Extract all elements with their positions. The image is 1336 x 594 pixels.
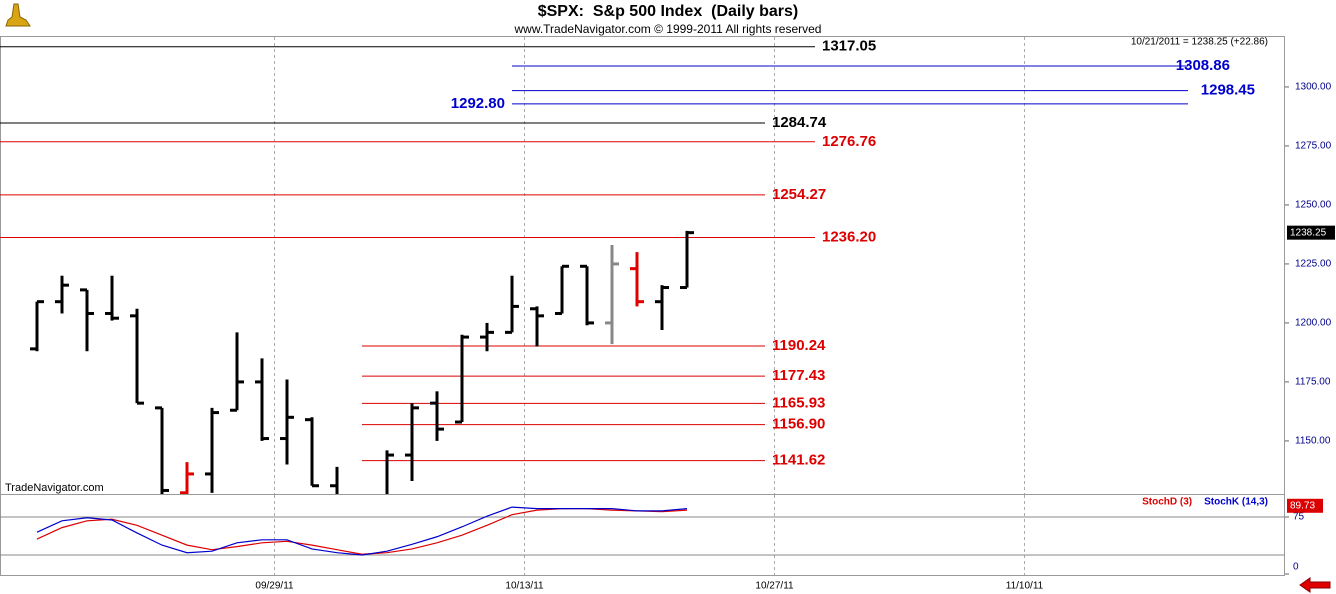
y-tick-label: 1150.00 xyxy=(1295,436,1331,447)
axes: 1150.00 1175.00 1200.00 1225.00 1250.00 1275.… xyxy=(255,82,1335,592)
level-label: 1298.45 xyxy=(1201,82,1255,99)
y-tick-label: 1225.00 xyxy=(1295,259,1332,270)
level-label: 1284.74 xyxy=(772,114,827,131)
level-label: 1254.27 xyxy=(772,186,826,203)
x-tick-label: 09/29/11 xyxy=(255,581,294,592)
level-label: 1156.90 xyxy=(772,416,825,433)
legend-entry: StochK (14,3) xyxy=(1204,497,1268,508)
price-panel: 1317.05 1308.86 1298.45 1292.80 1284.74 1276.… xyxy=(0,37,1255,494)
level-label: 1190.24 xyxy=(772,337,826,354)
y-tick-label: 1275.00 xyxy=(1295,141,1332,152)
y-tick-label: 0 xyxy=(1293,562,1299,573)
level-label: 1141.62 xyxy=(772,452,825,469)
x-tick-label: 10/27/11 xyxy=(755,581,794,592)
y-tick-label: 1200.00 xyxy=(1295,318,1332,329)
scroll-arrow[interactable] xyxy=(1299,577,1331,593)
chart-title: $SPX: S&p 500 Index (Daily bars) xyxy=(538,3,799,20)
y-tick-label: 1250.00 xyxy=(1295,200,1332,211)
last-value-flag xyxy=(1287,498,1323,513)
level-label: 1317.05 xyxy=(822,38,876,55)
x-tick-label: 10/13/11 xyxy=(505,581,544,592)
y-tick-label: 75 xyxy=(1293,512,1305,523)
logo xyxy=(5,3,31,27)
level-label: 1308.86 xyxy=(1176,57,1230,74)
info-text: 10/21/2011 = 1238.25 (+22.86) xyxy=(1131,37,1268,48)
level-label: 1236.20 xyxy=(822,228,876,245)
y-tick-label: 1300.00 xyxy=(1295,82,1332,93)
level-label: 1292.80 xyxy=(451,95,505,112)
level-label: 1165.93 xyxy=(772,394,825,411)
last-price-label: 1238.25 xyxy=(1290,227,1327,238)
x-tick-label: 11/10/11 xyxy=(1006,581,1044,592)
last-value-label: 89.73 xyxy=(1290,500,1315,511)
panel-frame xyxy=(0,36,1285,576)
watermark: TradeNavigator.com xyxy=(5,482,104,494)
subtitle: www.TradeNavigator.com © 1999-2011 All r… xyxy=(514,22,822,36)
stoch-panel xyxy=(0,495,1285,575)
legend-entry: StochD (3) xyxy=(1142,497,1192,508)
last-price-flag xyxy=(1287,225,1335,240)
level-label: 1276.76 xyxy=(822,133,876,150)
level-label: 1177.43 xyxy=(772,367,825,384)
stoch-line xyxy=(36,506,688,556)
y-tick-label: 1175.00 xyxy=(1295,377,1331,388)
